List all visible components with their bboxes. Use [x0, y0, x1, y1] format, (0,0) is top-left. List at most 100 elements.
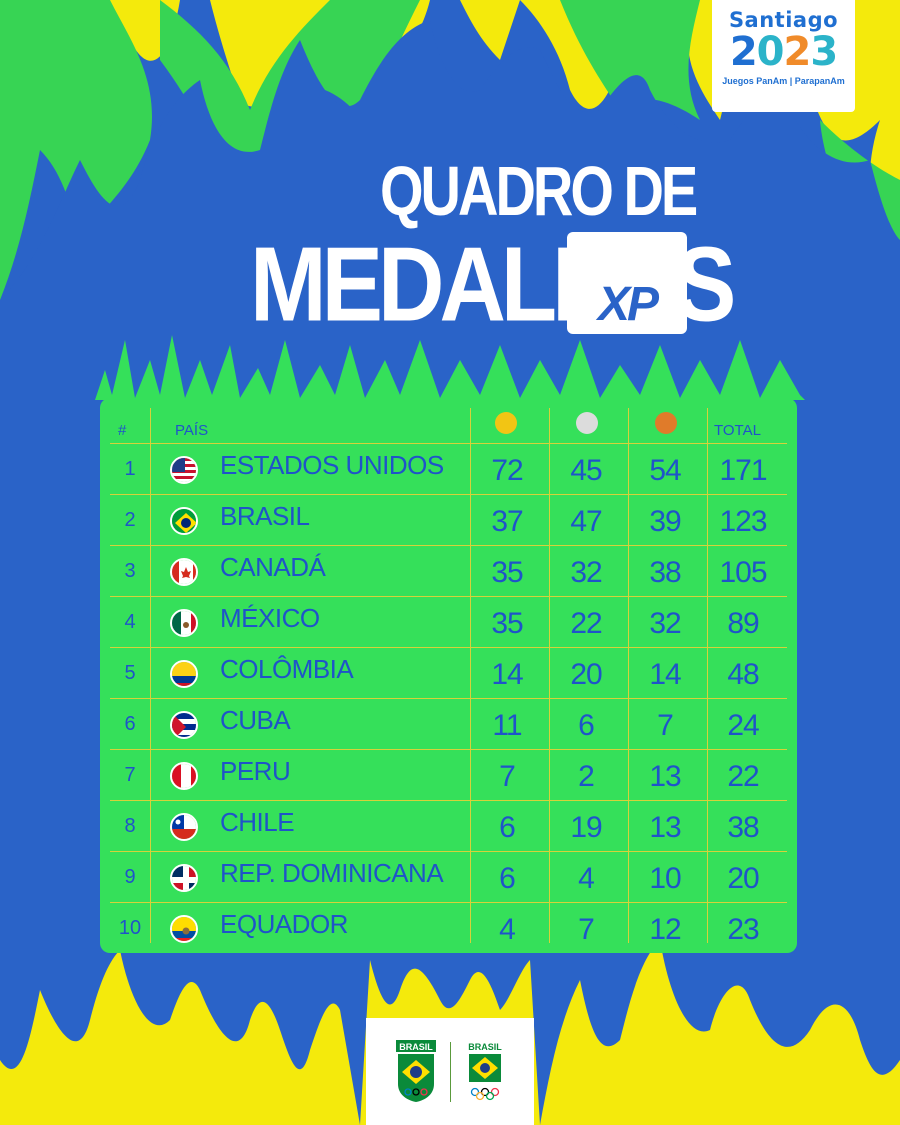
table-row: 5 COLÔMBIA 14 20 14 48 — [100, 648, 797, 700]
total-count-cell: 22 — [727, 760, 759, 793]
rank-cell: 2 — [124, 509, 136, 531]
bronze-count-cell: 38 — [649, 556, 681, 589]
rank-cell: 1 — [124, 458, 136, 480]
total-count-cell: 171 — [719, 454, 767, 487]
gold-count-cell: 4 — [499, 913, 516, 946]
bronze-count-cell: 13 — [649, 811, 681, 844]
table-row: 7 PERU 7 2 13 22 — [100, 750, 797, 802]
country-cell: MÉXICO — [220, 603, 320, 633]
dominican-republic-flag-icon — [170, 864, 198, 892]
rank-cell: 7 — [124, 764, 136, 786]
mexico-flag-icon — [170, 609, 198, 637]
total-count-cell: 123 — [719, 505, 767, 538]
rank-cell: 6 — [124, 713, 136, 735]
total-count-cell: 89 — [727, 607, 759, 640]
logo-1-text: BRASIL — [399, 1042, 433, 1052]
column-divider — [470, 408, 471, 943]
gold-count-cell: 35 — [491, 607, 523, 640]
row-divider — [110, 800, 787, 801]
total-count-cell: 24 — [727, 709, 759, 742]
peru-flag-icon — [170, 762, 198, 790]
santiago-2023-logo: Santiago 2023 Juegos PanAm | ParapanAm — [712, 0, 855, 112]
year-digit: 2 — [783, 29, 812, 75]
gold-count-cell: 6 — [499, 811, 516, 844]
xp-sponsor-logo: XP — [567, 232, 687, 334]
row-divider — [110, 749, 787, 750]
country-cell: REP. DOMINICANA — [220, 858, 444, 888]
gold-count-cell: 72 — [491, 454, 523, 487]
ecuador-flag-icon — [170, 915, 198, 943]
logo-2-text: BRASIL — [468, 1042, 502, 1052]
usa-flag-icon — [170, 456, 198, 484]
silver-count-cell: 32 — [570, 556, 602, 589]
gold-count-cell: 14 — [491, 658, 523, 691]
gold-medal-icon — [495, 412, 517, 434]
santiago-subtitle: Juegos PanAm | ParapanAm — [722, 76, 845, 86]
title-line-1: QUADRO DE — [380, 151, 698, 230]
table-row: 1 ESTADOS UNIDOS 72 45 54 171 — [100, 444, 797, 496]
year-digit: 3 — [810, 29, 838, 75]
rank-cell: 5 — [124, 662, 136, 684]
bronze-count-cell: 12 — [649, 913, 681, 946]
year-digit: 0 — [756, 29, 785, 75]
header-rank: # — [118, 422, 127, 439]
cob-brasil-logo: BRASIL — [465, 1040, 505, 1104]
gold-count-cell: 6 — [499, 862, 516, 895]
xp-logo-text: XP — [597, 278, 659, 331]
row-divider — [110, 698, 787, 699]
silver-count-cell: 20 — [570, 658, 602, 691]
bronze-count-cell: 7 — [657, 709, 674, 742]
row-divider — [110, 647, 787, 648]
silver-count-cell: 19 — [570, 811, 602, 844]
chile-flag-icon — [170, 813, 198, 841]
medal-table — [100, 398, 797, 953]
silver-count-cell: 4 — [578, 862, 595, 895]
country-cell: ESTADOS UNIDOS — [220, 450, 444, 480]
canada-flag-icon — [170, 558, 198, 586]
silver-count-cell: 45 — [570, 454, 602, 487]
santiago-year-text: 2023 — [730, 29, 838, 75]
gold-count-cell: 7 — [499, 760, 516, 793]
table-row: 8 CHILE 6 19 13 38 — [100, 801, 797, 853]
total-count-cell: 105 — [719, 556, 767, 589]
table-row: 9 REP. DOMINICANA 6 4 10 20 — [100, 852, 797, 904]
total-count-cell: 38 — [727, 811, 759, 844]
bronze-count-cell: 54 — [649, 454, 681, 487]
rank-cell: 8 — [124, 815, 136, 837]
table-row: 2 BRASIL 37 47 39 123 — [100, 495, 797, 547]
row-divider — [110, 443, 787, 444]
bronze-medal-icon — [655, 412, 677, 434]
row-divider — [110, 596, 787, 597]
table-row: 10 EQUADOR 4 7 12 23 — [100, 903, 797, 955]
country-cell: BRASIL — [220, 501, 310, 531]
santiago-city-text: Santiago — [728, 8, 839, 32]
gold-count-cell: 11 — [492, 709, 522, 742]
table-row: 4 MÉXICO 35 22 32 89 — [100, 597, 797, 649]
header-country: PAÍS — [175, 422, 209, 439]
rank-cell: 9 — [124, 866, 136, 888]
silver-count-cell: 7 — [578, 913, 595, 946]
logo-divider — [449, 1041, 451, 1102]
silver-count-cell: 2 — [578, 760, 595, 793]
rank-cell: 10 — [118, 917, 142, 939]
brazil-flag-icon — [170, 507, 198, 535]
row-divider — [110, 494, 787, 495]
country-cell: EQUADOR — [220, 909, 348, 939]
country-cell: CHILE — [220, 807, 295, 837]
row-divider — [110, 851, 787, 852]
column-divider — [150, 408, 151, 943]
gold-count-cell: 35 — [491, 556, 523, 589]
time-brasil-logo: BRASIL — [395, 1039, 436, 1104]
gold-count-cell: 37 — [491, 505, 523, 538]
country-cell: CANADÁ — [220, 552, 326, 582]
cuba-flag-icon — [170, 711, 198, 739]
country-cell: COLÔMBIA — [220, 654, 354, 684]
row-divider — [110, 902, 787, 903]
header-total: TOTAL — [714, 422, 761, 439]
silver-count-cell: 6 — [578, 709, 595, 742]
silver-medal-icon — [576, 412, 598, 434]
column-divider — [549, 408, 550, 943]
silver-count-cell: 47 — [570, 505, 602, 538]
column-divider — [628, 408, 629, 943]
country-cell: CUBA — [220, 705, 291, 735]
